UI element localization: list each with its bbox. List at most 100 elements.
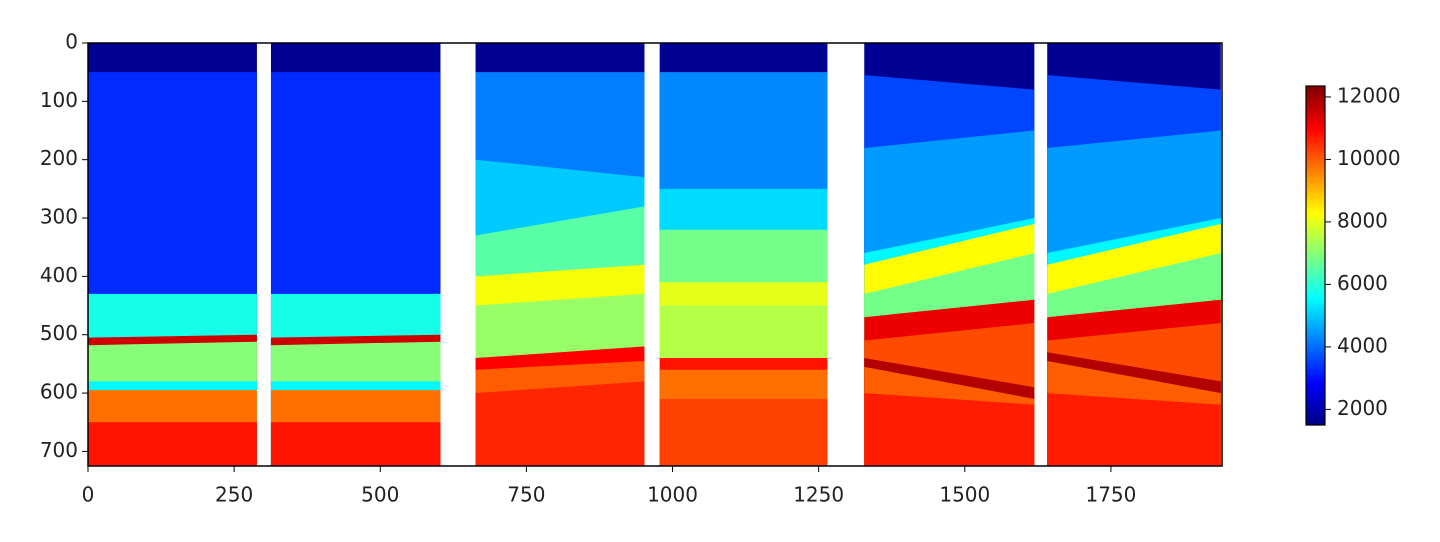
colorbar-cell	[1306, 100, 1325, 104]
y-tick-label: 300	[40, 205, 78, 229]
x-tick-label: 750	[507, 483, 545, 507]
colorbar-cell	[1306, 334, 1325, 338]
colorbar-cell	[1306, 238, 1325, 242]
colorbar-cell	[1306, 351, 1325, 355]
colorbar-cell	[1306, 244, 1325, 248]
colorbar-cell	[1306, 105, 1325, 110]
colorbar-cell	[1306, 199, 1325, 203]
colorbar-cell	[1306, 230, 1325, 234]
colorbar-cell	[1306, 326, 1325, 330]
colorbar-cell	[1306, 292, 1325, 296]
colorbar-cell	[1306, 306, 1325, 310]
x-tick-label: 0	[82, 483, 95, 507]
colorbar-cell	[1306, 388, 1325, 392]
colorbar-cell	[1306, 405, 1325, 409]
colorbar-cell	[1306, 247, 1325, 251]
colorbar-cell	[1306, 179, 1325, 183]
colorbar-cell	[1306, 323, 1325, 327]
colorbar-cell	[1306, 328, 1325, 333]
colorbar-cell	[1306, 362, 1325, 367]
colorbar-cell	[1306, 184, 1325, 189]
colorbar-cell	[1306, 249, 1325, 254]
colorbar-cell	[1306, 210, 1325, 214]
colorbar-cell	[1306, 343, 1325, 347]
colorbar-cell	[1306, 331, 1325, 336]
colorbar-cell	[1306, 376, 1325, 381]
x-tick-label: 1250	[793, 483, 844, 507]
colorbar-cell	[1306, 419, 1325, 423]
colorbar-cell	[1306, 337, 1325, 341]
colorbar-cell	[1306, 320, 1325, 324]
colorbar-cell	[1306, 303, 1325, 307]
colorbar-cell	[1306, 187, 1325, 192]
colorbar-cell	[1306, 289, 1325, 293]
colorbar-tick-label: 6000	[1337, 271, 1388, 295]
colorbar-frame	[1305, 85, 1326, 426]
colorbar-cell	[1306, 416, 1325, 420]
colorbar-cell	[1306, 261, 1325, 265]
colorbar-cell	[1306, 348, 1325, 353]
y-tick-label: 200	[40, 146, 78, 170]
colorbar-cell	[1306, 114, 1325, 118]
colorbar-tick-label: 4000	[1337, 333, 1388, 357]
colorbar-cell	[1306, 402, 1325, 406]
colorbar-cell	[1306, 255, 1325, 259]
colorbar-cell	[1306, 162, 1325, 166]
colorbar-cell	[1306, 312, 1325, 316]
colorbar-cell	[1306, 170, 1325, 175]
colorbar-cell	[1306, 142, 1325, 146]
colorbar-cell	[1306, 196, 1325, 200]
colorbar-tick-label: 10000	[1337, 146, 1401, 170]
colorbar-cell	[1306, 201, 1325, 206]
colorbar-cell	[1306, 272, 1325, 276]
colorbar-cell	[1306, 125, 1325, 129]
colorbar-cell	[1306, 258, 1325, 262]
colorbar-cell	[1306, 393, 1325, 398]
colorbar-cell	[1306, 215, 1325, 220]
colorbar-cell	[1306, 382, 1325, 386]
colorbar-cell	[1306, 111, 1325, 115]
colorbar-cell	[1306, 193, 1325, 197]
y-tick-label: 500	[40, 321, 78, 345]
velocity-layer	[475, 381, 645, 466]
colorbar-cell	[1306, 379, 1325, 384]
colorbar-cell	[1306, 357, 1325, 361]
colorbar-cell	[1306, 241, 1325, 245]
colorbar-cell	[1306, 128, 1325, 132]
colorbar-cell	[1306, 218, 1325, 223]
y-tick-label: 400	[40, 263, 78, 287]
colorbar-tick-label: 12000	[1337, 83, 1401, 107]
colorbar-tick-label: 8000	[1337, 208, 1388, 232]
colorbar-cell	[1306, 286, 1325, 290]
colorbar-cell	[1306, 139, 1325, 143]
colorbar-cell	[1306, 150, 1325, 155]
colorbar-cell	[1306, 360, 1325, 364]
colorbar-cell	[1306, 108, 1325, 112]
colorbar-cell	[1306, 122, 1325, 127]
velocity-layer	[270, 422, 441, 466]
colorbar-cell	[1306, 300, 1325, 305]
colorbar-cell	[1306, 297, 1325, 302]
colorbar-cell	[1306, 283, 1325, 288]
colorbar-cell	[1306, 165, 1325, 169]
colorbar-cell	[1306, 213, 1325, 217]
colorbar-cell	[1306, 275, 1325, 279]
x-tick-label: 1500	[939, 483, 990, 507]
colorbar-cell	[1306, 86, 1325, 90]
y-tick-label: 600	[40, 380, 78, 404]
colorbar-cell	[1306, 159, 1325, 163]
colorbar-cell	[1306, 422, 1325, 426]
colorbar-cell	[1306, 221, 1325, 225]
colorbar-cell	[1306, 134, 1325, 138]
colorbar-cell	[1306, 176, 1325, 180]
colorbar-cell	[1306, 148, 1325, 152]
colorbar-cell	[1306, 227, 1325, 231]
colorbar-cell	[1306, 410, 1325, 415]
colorbar-cell	[1306, 269, 1325, 273]
colorbar-cell	[1306, 263, 1325, 268]
colorbar-cell	[1306, 167, 1325, 172]
colorbar-cell	[1306, 252, 1325, 256]
velocity-layer	[1047, 393, 1221, 466]
colorbar-cell	[1306, 280, 1325, 285]
colorbar-cell	[1306, 371, 1325, 375]
